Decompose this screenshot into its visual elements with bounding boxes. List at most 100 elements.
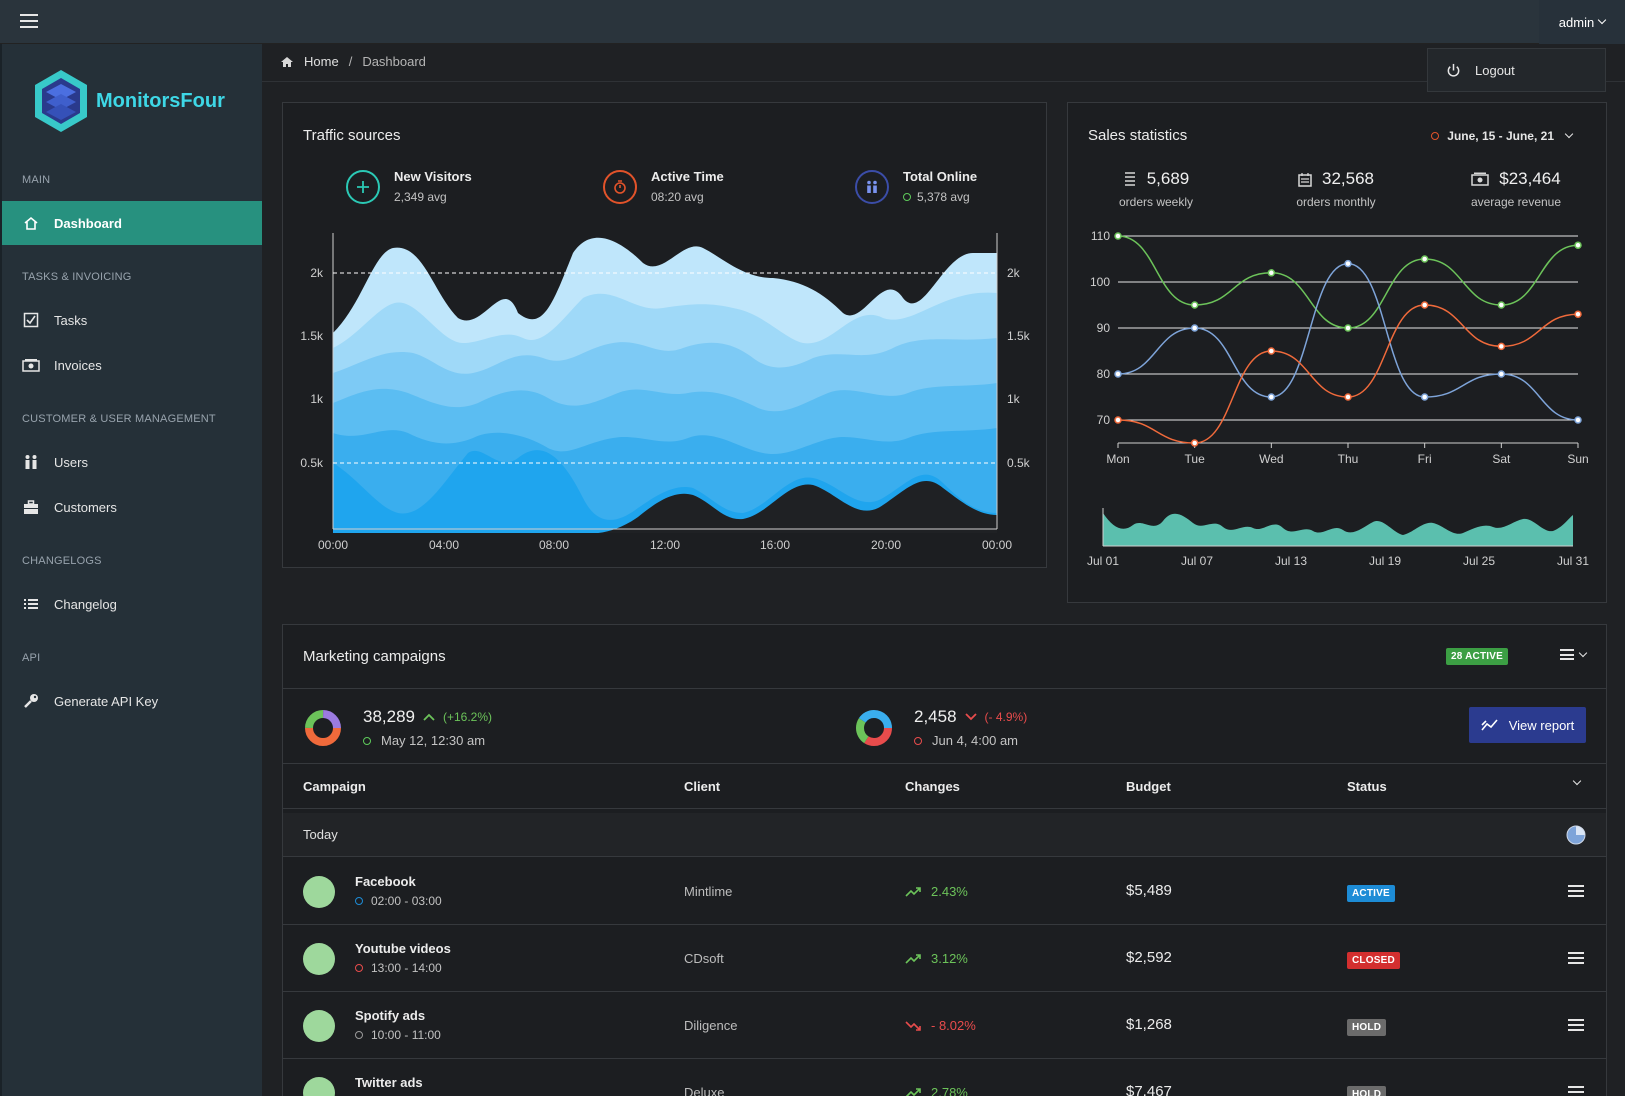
- data-point[interactable]: [1574, 241, 1582, 249]
- column-header-changes[interactable]: Changes: [905, 779, 960, 794]
- chevron-down-icon: [1597, 15, 1607, 25]
- row-menu-icon[interactable]: [1568, 1086, 1584, 1096]
- data-point[interactable]: [1420, 255, 1429, 263]
- view-report-label: View report: [1508, 717, 1575, 733]
- data-point[interactable]: [1114, 232, 1122, 240]
- traffic-card-title: Traffic sources: [303, 127, 401, 144]
- table-row[interactable]: Youtube videos 13:00 - 14:00 CDsoft 3.12…: [283, 925, 1606, 992]
- breadcrumb-current: Dashboard: [362, 54, 426, 69]
- data-point[interactable]: [1267, 393, 1276, 401]
- date-range-picker[interactable]: June, 15 - June, 21: [1431, 129, 1574, 143]
- status-badge: HOLD: [1347, 1086, 1387, 1096]
- row-menu-icon[interactable]: [1568, 952, 1584, 964]
- user-menu-button[interactable]: admin: [1539, 0, 1625, 44]
- column-header-status[interactable]: Status: [1347, 779, 1387, 794]
- row-menu-icon[interactable]: [1568, 1019, 1584, 1031]
- marketing-campaigns-card: Marketing campaigns 28 ACTIVE 38,289 (+1…: [282, 624, 1607, 1096]
- traffic-stream-chart: 2k 1.5k 1k 0.5k 2k 1.5k 1k 0.5k 00:00 04…: [300, 233, 1031, 552]
- table-row[interactable]: Spotify ads 10:00 - 11:00 Diligence - 8.…: [283, 992, 1606, 1059]
- x-tick-label: 04:00: [429, 538, 459, 552]
- sidebar-item-label: Changelog: [54, 596, 117, 612]
- summary-time: Jun 4, 4:00 am: [932, 733, 1018, 748]
- view-report-button[interactable]: View report: [1469, 707, 1586, 743]
- data-point[interactable]: [1574, 310, 1582, 318]
- breadcrumb: Home / Dashboard: [280, 54, 426, 69]
- data-point[interactable]: [1497, 301, 1506, 309]
- data-point[interactable]: [1267, 269, 1276, 277]
- donut-chart-icon: [305, 709, 341, 746]
- card-options-menu[interactable]: [1560, 648, 1588, 660]
- sidebar-item-users[interactable]: Users: [2, 440, 262, 484]
- stat-label: New Visitors: [394, 169, 472, 184]
- sidebar-item-changelog[interactable]: Changelog: [2, 582, 262, 626]
- section-title-tasks: TASKS & INVOICING: [22, 271, 132, 283]
- key-icon: [22, 693, 40, 709]
- section-title-api: API: [22, 652, 41, 664]
- data-point[interactable]: [1190, 324, 1199, 332]
- brand-logo[interactable]: MonitorsFour: [32, 68, 225, 134]
- campaign-time: 10:00 - 11:00: [371, 1028, 441, 1042]
- budget-value: $5,489: [1126, 882, 1172, 899]
- breadcrumb-home-link[interactable]: Home: [304, 54, 339, 69]
- data-point[interactable]: [1344, 324, 1352, 332]
- data-point[interactable]: [1497, 370, 1506, 378]
- sidebar-item-generate-api-key[interactable]: Generate API Key: [2, 679, 262, 723]
- logout-link[interactable]: Logout: [1475, 62, 1515, 78]
- stat-caption: orders weekly: [1118, 195, 1194, 209]
- stat-value: 5,378 avg: [917, 190, 970, 204]
- summary-value: 2,458: [914, 707, 957, 726]
- data-point[interactable]: [1114, 416, 1122, 424]
- list-lines-icon: [1124, 172, 1135, 186]
- budget-value: $2,592: [1126, 949, 1172, 966]
- data-point[interactable]: [1114, 370, 1122, 378]
- table-group-today: Today: [283, 813, 1606, 857]
- avatar: [303, 1010, 335, 1042]
- section-title-main: MAIN: [22, 174, 51, 186]
- status-badge: HOLD: [1347, 1019, 1387, 1036]
- stat-value: 5,689: [1146, 169, 1190, 188]
- column-header-campaign[interactable]: Campaign: [303, 779, 366, 794]
- avatar: [303, 943, 335, 975]
- summary-change: (- 4.9%): [984, 710, 1028, 724]
- summary-change: (+16.2%): [443, 710, 493, 724]
- sidebar-item-invoices[interactable]: Invoices: [2, 343, 262, 387]
- stat-caption: average revenue: [1470, 195, 1562, 209]
- data-point[interactable]: [1420, 301, 1429, 309]
- trend-up-icon: [905, 1087, 921, 1096]
- x-tick-label: Wed: [1259, 452, 1283, 466]
- pie-clock-icon[interactable]: [1566, 825, 1586, 845]
- summary-value: 38,289: [363, 707, 415, 726]
- y-tick-label: 1k: [310, 392, 324, 406]
- cube-logo-icon: [35, 70, 87, 132]
- brand-name: MonitorsFour: [96, 89, 225, 112]
- data-point[interactable]: [1420, 393, 1429, 401]
- sidebar-item-label: Customers: [54, 499, 117, 515]
- row-menu-icon[interactable]: [1568, 885, 1584, 897]
- menu-toggle-icon[interactable]: [20, 14, 38, 28]
- sidebar-item-dashboard[interactable]: Dashboard: [2, 201, 262, 245]
- client-name: Diligence: [684, 1018, 738, 1033]
- mini-area: [1103, 513, 1573, 546]
- change-value: 3.12%: [931, 951, 968, 966]
- data-point[interactable]: [1267, 347, 1276, 355]
- chevron-down-icon[interactable]: [1572, 776, 1582, 786]
- column-header-client[interactable]: Client: [684, 779, 721, 794]
- y-tick-label: 90: [1097, 321, 1111, 335]
- data-point[interactable]: [1344, 259, 1352, 268]
- mini-x-tick-label: Jul 01: [1087, 554, 1119, 568]
- data-point[interactable]: [1190, 439, 1199, 447]
- data-point[interactable]: [1344, 393, 1352, 401]
- y-tick-label-right: 0.5k: [1007, 456, 1031, 470]
- data-point[interactable]: [1574, 416, 1582, 424]
- table-row[interactable]: Twitter ads Deluxe 2.78% $7,467 HOLD: [283, 1059, 1606, 1096]
- client-name: Deluxe: [684, 1085, 725, 1096]
- sidebar-item-tasks[interactable]: Tasks: [2, 298, 262, 342]
- data-point[interactable]: [1497, 342, 1506, 351]
- data-point[interactable]: [1190, 301, 1199, 309]
- sales-mini-area-chart: Jul 01 Jul 07 Jul 13 Jul 19 Jul 25 Jul 3…: [1087, 508, 1589, 568]
- orders-weekly-stat: 5,689 orders weekly: [1081, 169, 1231, 209]
- column-header-budget[interactable]: Budget: [1126, 779, 1171, 794]
- table-row[interactable]: Facebook 02:00 - 03:00 Mintlime 2.43% $5…: [283, 858, 1606, 925]
- users-icon: [22, 454, 40, 470]
- sidebar-item-customers[interactable]: Customers: [2, 485, 262, 529]
